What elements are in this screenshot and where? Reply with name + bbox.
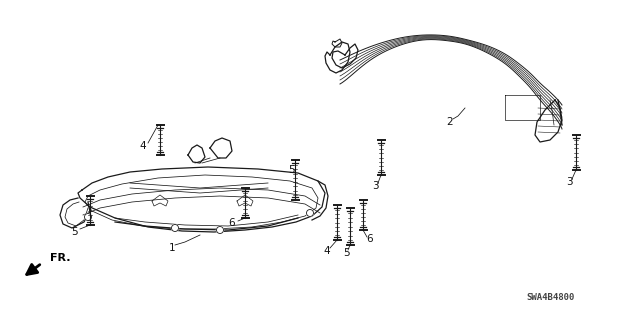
Text: 6: 6 [228, 218, 236, 228]
Text: 4: 4 [324, 246, 330, 256]
Text: 5: 5 [72, 227, 78, 237]
Text: 3: 3 [372, 181, 378, 191]
Text: 3: 3 [566, 177, 572, 187]
Text: SWA4B4800: SWA4B4800 [527, 293, 575, 302]
Text: 5: 5 [342, 248, 349, 258]
Text: FR.: FR. [50, 253, 70, 263]
Text: 4: 4 [140, 141, 147, 151]
Circle shape [172, 225, 179, 232]
Circle shape [84, 213, 92, 220]
Text: 6: 6 [367, 234, 373, 244]
Circle shape [216, 226, 223, 234]
Text: 5: 5 [289, 165, 295, 175]
Circle shape [307, 210, 314, 217]
Text: 1: 1 [169, 243, 175, 253]
Text: 2: 2 [447, 117, 453, 127]
